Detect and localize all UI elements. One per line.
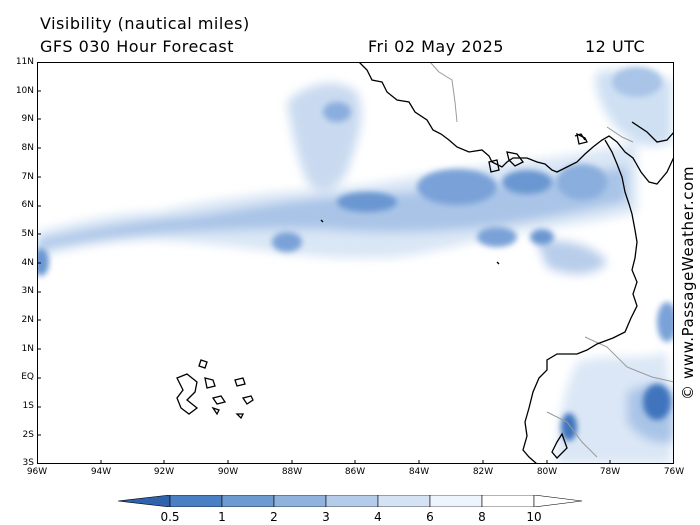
lon-label: 82W [472,467,494,477]
lat-label: 4N [21,258,34,268]
legend-label: 0.5 [160,510,180,524]
legend-label: 4 [374,510,382,524]
lat-label: 3N [21,286,34,296]
lon-label: 80W [536,467,558,477]
map-title: Visibility (nautical miles) [40,14,250,33]
visibility-colorbar [118,495,583,507]
lat-label: EQ [21,372,34,382]
lat-label: 1N [21,344,34,354]
lat-label: 1S [22,401,34,411]
lon-label: 86W [344,467,366,477]
lon-label: 78W [599,467,621,477]
lon-label: 94W [90,467,112,477]
coastline [176,62,674,464]
lon-label: 88W [281,467,303,477]
lat-label: 7N [21,172,34,182]
lon-label: 92W [153,467,175,477]
legend-label: 6 [426,510,434,524]
lat-label: 5N [21,229,34,239]
legend-label: 1 [218,510,226,524]
visibility-map [37,62,674,464]
legend-label: 8 [478,510,486,524]
lat-label: 9N [21,114,34,124]
forecast-date: Fri 02 May 2025 [368,37,504,56]
lat-label: 2N [21,315,34,325]
lat-label: 10N [15,86,34,96]
forecast-time: 12 UTC [585,37,646,56]
lon-label: 96W [26,467,48,477]
lon-label: 84W [408,467,430,477]
legend-label: 3 [322,510,330,524]
lat-label: 8N [21,143,34,153]
lon-label: 90W [217,467,239,477]
credit-text: © www.PassageWeather.com [679,165,697,400]
legend-label: 2 [270,510,278,524]
forecast-label: GFS 030 Hour Forecast [40,37,235,56]
lat-label: 6N [21,200,34,210]
lat-label: 3S [22,458,34,468]
legend-label: 10 [526,510,542,524]
lat-label: 2S [22,430,34,440]
lat-label: 11N [15,57,34,67]
lon-label: 76W [663,467,685,477]
